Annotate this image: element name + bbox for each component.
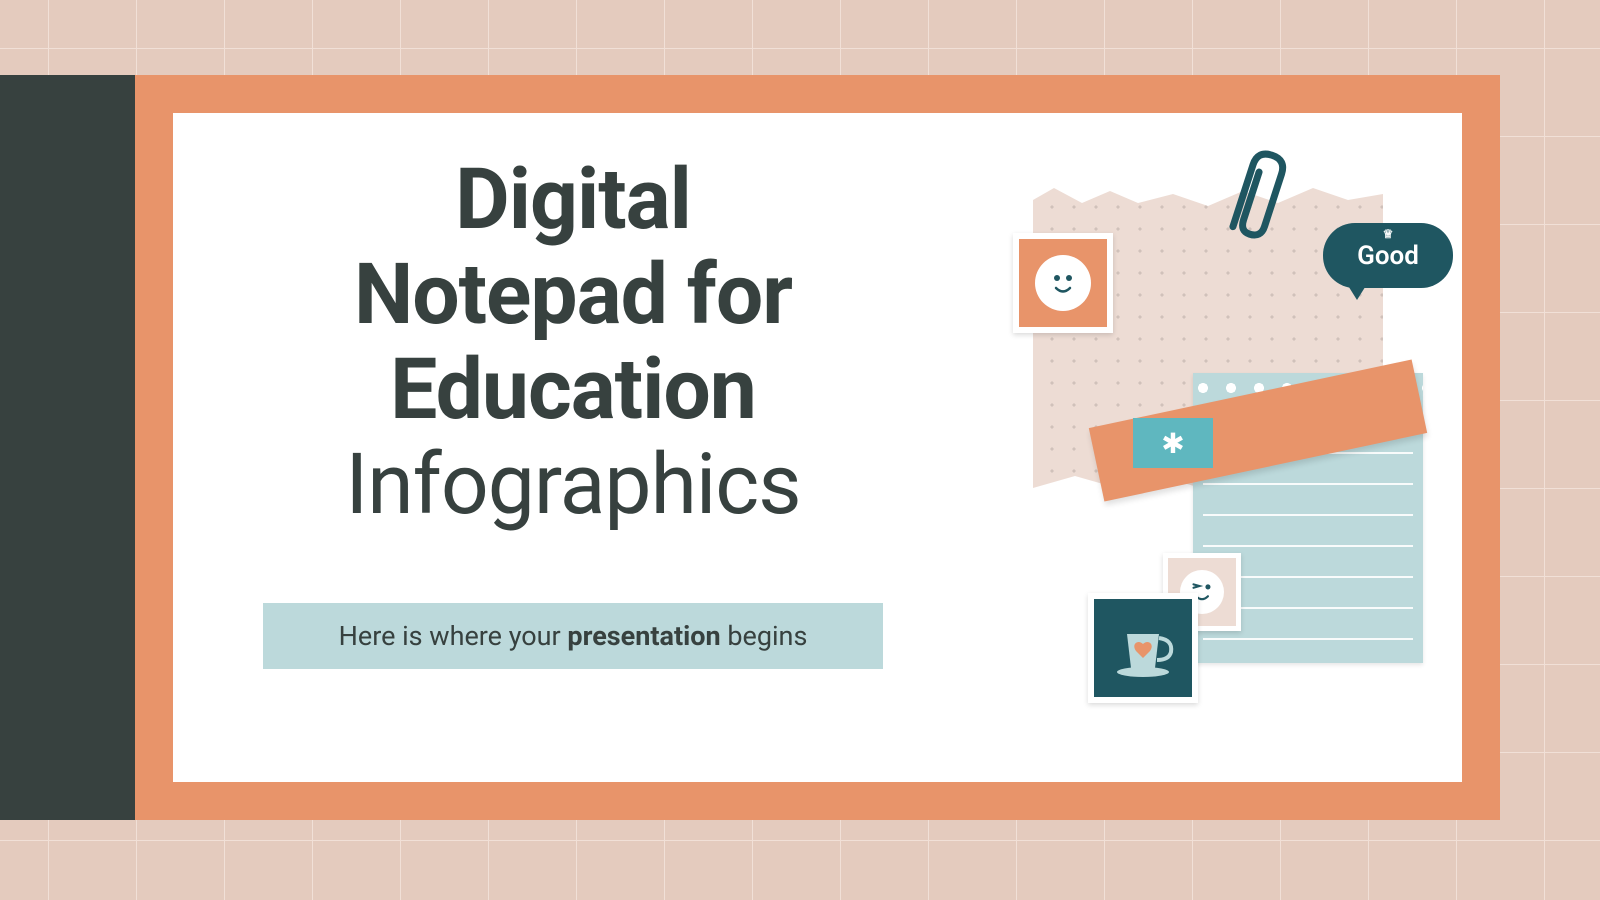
smiley-face-icon bbox=[1035, 255, 1091, 311]
subtitle-suffix: begins bbox=[721, 620, 808, 652]
slide-title: Digital Notepad for Education Infographi… bbox=[263, 153, 883, 533]
coffee-cup-icon bbox=[1103, 608, 1183, 688]
teal-sparkle-tab: ✱ bbox=[1133, 418, 1213, 468]
speech-text: Good bbox=[1357, 241, 1419, 271]
collage: ✱ bbox=[863, 133, 1473, 773]
title-line-1: Digital bbox=[455, 150, 691, 249]
title-block: Digital Notepad for Education Infographi… bbox=[263, 153, 883, 533]
speech-bubble: ♕ Good bbox=[1323, 223, 1453, 303]
coffee-cup-stamp bbox=[1088, 593, 1198, 703]
notebook-spine bbox=[0, 75, 135, 820]
subtitle-bold: presentation bbox=[567, 620, 720, 652]
crown-icon: ♕ bbox=[1383, 227, 1394, 241]
subtitle-prefix: Here is where your bbox=[339, 620, 568, 652]
title-line-2: Notepad for bbox=[354, 245, 792, 344]
slide-card: Digital Notepad for Education Infographi… bbox=[173, 113, 1462, 782]
subtitle-text: Here is where your presentation begins bbox=[339, 620, 808, 652]
title-line-3: Education bbox=[390, 340, 756, 439]
title-line-4: Infographics bbox=[345, 435, 800, 534]
speech-bubble-body: ♕ Good bbox=[1323, 223, 1453, 288]
smiley-stamp bbox=[1013, 233, 1113, 333]
speech-tail bbox=[1347, 284, 1367, 300]
notebook-frame: Digital Notepad for Education Infographi… bbox=[135, 75, 1500, 820]
sparkle-icon: ✱ bbox=[1161, 427, 1184, 460]
subtitle-bar: Here is where your presentation begins bbox=[263, 603, 883, 669]
